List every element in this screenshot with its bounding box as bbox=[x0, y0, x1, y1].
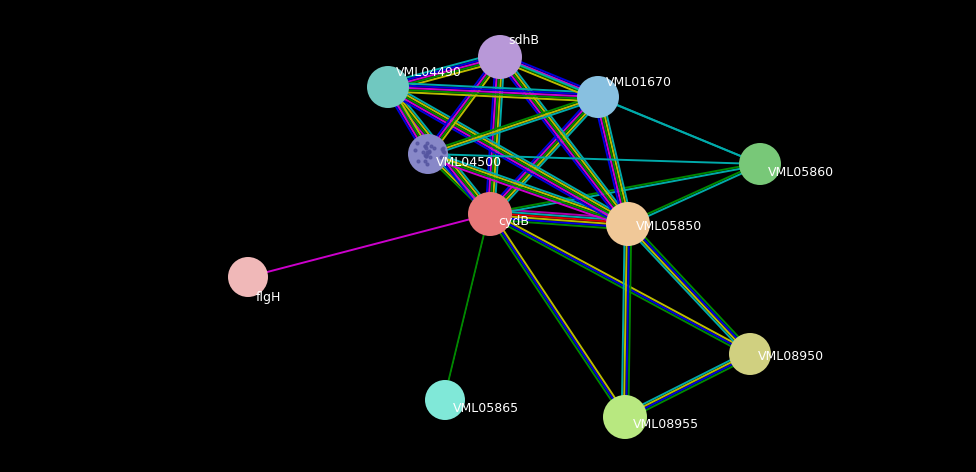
Text: VML05860: VML05860 bbox=[768, 166, 834, 178]
Circle shape bbox=[228, 257, 268, 297]
Text: VML04500: VML04500 bbox=[436, 155, 502, 169]
Text: sdhB: sdhB bbox=[508, 34, 539, 48]
Text: VML05865: VML05865 bbox=[453, 402, 519, 414]
Circle shape bbox=[425, 380, 465, 420]
Circle shape bbox=[478, 35, 522, 79]
Circle shape bbox=[606, 202, 650, 246]
Circle shape bbox=[739, 143, 781, 185]
Circle shape bbox=[468, 192, 512, 236]
Text: flgH: flgH bbox=[256, 290, 281, 303]
Circle shape bbox=[603, 395, 647, 439]
Text: VML08950: VML08950 bbox=[758, 349, 824, 362]
Text: VML05850: VML05850 bbox=[636, 219, 703, 233]
Text: VML08955: VML08955 bbox=[633, 419, 699, 431]
Circle shape bbox=[577, 76, 619, 118]
Circle shape bbox=[408, 134, 448, 174]
Circle shape bbox=[367, 66, 409, 108]
Text: VML01670: VML01670 bbox=[606, 76, 672, 90]
Circle shape bbox=[729, 333, 771, 375]
Text: VML04490: VML04490 bbox=[396, 67, 462, 79]
Text: cydB: cydB bbox=[498, 216, 529, 228]
